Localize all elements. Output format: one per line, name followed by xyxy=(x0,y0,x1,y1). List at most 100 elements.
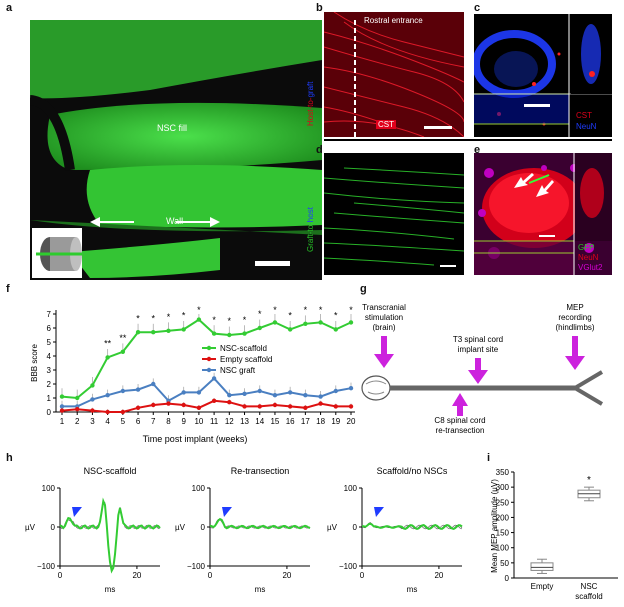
i-y-tick-label: 300 xyxy=(496,483,510,492)
h-x-tick-label: 0 xyxy=(360,571,365,580)
f-x-tick-label: 3 xyxy=(90,417,95,426)
f-data-point xyxy=(120,349,126,354)
panel-c-image xyxy=(474,14,612,137)
i-ylabel: Mean MEP amplitude (µV) xyxy=(490,479,499,573)
f-data-point xyxy=(181,390,186,395)
graft-word: graft xyxy=(306,81,315,98)
f-data-point xyxy=(303,405,308,410)
h-xlabel: ms xyxy=(407,585,418,594)
h-x-tick-label: 20 xyxy=(434,571,443,580)
stim-line-2: stimulation xyxy=(365,313,403,322)
h-trace-mean xyxy=(362,522,463,530)
i-y-tick-label: 50 xyxy=(500,559,509,568)
f-data-point xyxy=(318,394,323,399)
i-category-label: NSC xyxy=(581,582,598,591)
f-data-point xyxy=(287,327,293,332)
panel-h-letter: h xyxy=(6,452,13,464)
f-significance-mark: * xyxy=(152,313,156,323)
graft-word: Graft- xyxy=(306,231,315,252)
scaffold-inset-icon xyxy=(32,228,82,278)
f-legend-label: NSC graft xyxy=(220,366,256,375)
stim-line-1: Transcranial xyxy=(362,303,406,312)
panel-a-micrograph: NSC fill Wall xyxy=(30,20,322,280)
implant-line-1: T3 spinal cord xyxy=(453,335,503,344)
h-y-tick-label: −100 xyxy=(37,562,56,571)
panel-a-letter: a xyxy=(6,2,13,14)
f-significance-mark: * xyxy=(349,305,353,315)
panel-c-micrograph: CST NeuN xyxy=(474,14,612,137)
f-significance-mark: ** xyxy=(104,339,112,349)
f-data-point xyxy=(135,405,141,410)
h-y-tick-label: 100 xyxy=(42,484,56,493)
f-x-tick-label: 8 xyxy=(166,417,171,426)
f-legend-label: Empty scaffold xyxy=(220,355,272,364)
f-x-tick-label: 19 xyxy=(331,417,340,426)
i-y-tick-label: 150 xyxy=(496,529,510,538)
c8-arrow xyxy=(452,393,468,416)
panel-f-letter: f xyxy=(6,283,10,295)
h-xlabel: ms xyxy=(105,585,116,594)
f-data-point xyxy=(151,381,156,387)
f-series-line xyxy=(61,318,352,400)
f-data-point xyxy=(303,393,308,398)
legend-gfp: GFP xyxy=(578,243,595,252)
f-significance-mark: * xyxy=(258,309,262,319)
f-data-point xyxy=(333,327,338,332)
f-x-tick-label: 17 xyxy=(301,417,310,426)
h-onset-arrowhead xyxy=(222,507,232,517)
mep-schematic: Transcranial stimulation (brain) T3 spin… xyxy=(361,303,604,435)
f-data-point xyxy=(90,383,95,388)
f-x-tick-label: 13 xyxy=(240,417,249,426)
host-to-graft-side-label: Host-to-graft xyxy=(306,82,315,126)
f-y-tick-label: 4 xyxy=(47,352,52,361)
f-data-point xyxy=(333,404,338,409)
nsc-fill-label: NSC fill xyxy=(157,123,188,133)
f-x-tick-label: 5 xyxy=(121,417,126,426)
f-x-tick-label: 12 xyxy=(225,417,234,426)
panel-d-micrograph xyxy=(324,153,464,275)
f-y-tick-label: 7 xyxy=(47,310,52,319)
f-data-point xyxy=(181,327,186,332)
f-data-point xyxy=(59,404,65,409)
h-trace-mean xyxy=(59,497,161,574)
h-xlabel: ms xyxy=(255,585,266,594)
panel-b-micrograph: Rostral entrance CST xyxy=(324,12,464,137)
f-data-point xyxy=(211,331,217,336)
h-y-tick-label: 0 xyxy=(353,523,358,532)
c8-line-2: re-transection xyxy=(436,426,485,435)
to-word: to- xyxy=(306,97,315,107)
f-x-tick-label: 14 xyxy=(255,417,264,426)
cst-label: CST xyxy=(376,120,396,129)
f-data-point xyxy=(105,355,110,360)
panel-b-image xyxy=(324,12,464,137)
f-data-point xyxy=(59,408,65,413)
f-data-point xyxy=(318,320,323,325)
f-y-tick-label: 5 xyxy=(47,338,52,347)
f-data-point xyxy=(166,328,171,333)
panel-a-image xyxy=(30,20,322,278)
f-x-tick-label: 16 xyxy=(286,417,295,426)
f-significance-mark: ** xyxy=(119,333,127,343)
f-data-point xyxy=(257,325,262,331)
host-word: Host- xyxy=(306,106,315,126)
h-ylabel: µV xyxy=(25,523,36,532)
f-significance-mark: * xyxy=(288,311,292,321)
panel-d-letter: d xyxy=(316,144,323,156)
host-word: host xyxy=(306,207,315,223)
panel-e-letter: e xyxy=(474,144,481,156)
stimulation-arrow xyxy=(374,336,394,368)
mep-amplitude-chart: Mean MEP amplitude (µV) 0 50 100 150 200 250 3… xyxy=(490,468,618,601)
f-x-tick-label: 6 xyxy=(136,417,141,426)
f-data-point xyxy=(348,386,354,391)
h-onset-arrowhead xyxy=(72,507,82,517)
f-data-point xyxy=(211,376,217,381)
panel-i-letter: i xyxy=(487,452,491,464)
i-y-tick-label: 100 xyxy=(496,544,510,553)
f-data-point xyxy=(333,388,338,394)
f-data-point xyxy=(303,321,308,326)
f-series-line xyxy=(62,376,352,408)
panel-c-letter: c xyxy=(474,2,481,14)
f-y-tick-label: 1 xyxy=(47,394,52,403)
f-data-point xyxy=(272,393,278,398)
f-y-tick-label: 2 xyxy=(47,380,52,389)
